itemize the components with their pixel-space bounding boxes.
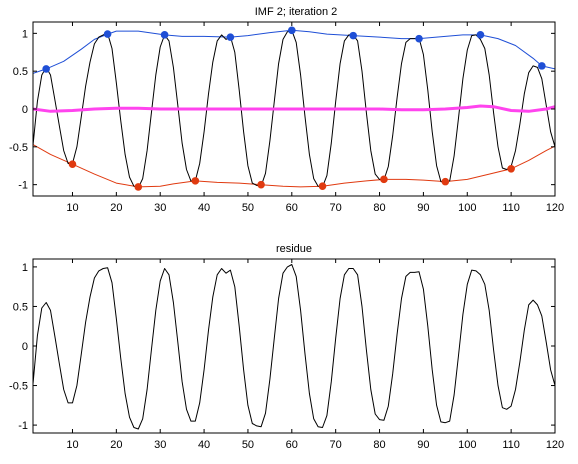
x-tick-label: 10 xyxy=(66,202,78,214)
x-tick-label: 70 xyxy=(330,439,342,451)
y-tick-label: 0 xyxy=(22,104,28,116)
y-tick-label: 0.5 xyxy=(13,66,28,78)
y-tick-label: 1 xyxy=(22,28,28,40)
lower-minima-point xyxy=(134,183,143,191)
panel-2-plot: 10 20 30 40 50 60 70 80 90 100 110 120 1 0.5 0 -0.5 -1 xyxy=(9,259,564,451)
upper-maxima-point xyxy=(160,31,169,39)
upper-maxima-point xyxy=(476,31,485,39)
y-tick-label: 0 xyxy=(22,341,28,353)
x-tick-label: 60 xyxy=(286,202,298,214)
x-tick-label: 90 xyxy=(417,439,429,451)
y-tick-label: -0.5 xyxy=(9,142,28,154)
upper-maxima-point xyxy=(415,34,423,43)
x-tick-label: 80 xyxy=(373,202,385,214)
y-tick-label: 1 xyxy=(22,262,28,274)
x-tick-label: 60 xyxy=(286,439,298,451)
x-tick-label: 100 xyxy=(458,202,476,214)
x-tick-label: 30 xyxy=(154,202,166,214)
x-tick-label: 20 xyxy=(110,439,122,451)
lower-minima-point xyxy=(191,177,200,185)
signal-line xyxy=(33,264,555,430)
upper-maxima-point xyxy=(349,31,358,40)
x-tick-label: 90 xyxy=(417,202,429,214)
x-tick-label: 40 xyxy=(198,202,210,214)
x-tick-label: 10 xyxy=(66,439,78,451)
x-tick-label: 120 xyxy=(546,439,564,451)
x-tick-label: 100 xyxy=(458,439,476,451)
x-tick-label: 20 xyxy=(110,202,122,214)
x-tick-label: 120 xyxy=(546,202,564,214)
x-tick-label: 110 xyxy=(502,439,520,451)
lower-envelope-line xyxy=(33,144,555,188)
x-tick-label: 70 xyxy=(330,202,342,214)
lower-minima-point xyxy=(441,177,450,186)
y-tick-label: -1 xyxy=(18,180,28,192)
upper-maxima-point xyxy=(538,62,546,70)
lower-minima-point xyxy=(380,175,388,184)
panel-1-frame xyxy=(32,21,556,197)
x-tick-label: 30 xyxy=(154,439,166,451)
upper-maxima-point xyxy=(226,33,235,41)
panel-1-title: IMF 2; iteration 2 xyxy=(255,6,338,18)
upper-maxima-point xyxy=(103,30,112,38)
x-tick-label: 40 xyxy=(198,439,210,451)
lower-minima-point xyxy=(68,160,77,169)
x-tick-label: 50 xyxy=(242,202,254,214)
lower-minima-point xyxy=(318,182,327,190)
lower-minima-point xyxy=(507,164,515,173)
panel-2-title: residue xyxy=(276,243,312,255)
panel-1-plot: 10 20 30 40 50 60 70 80 90 100 110 120 1 0.5 0 -0.5 -1 xyxy=(9,22,564,214)
panel-2-frame xyxy=(32,258,556,434)
upper-maxima-point xyxy=(42,65,50,73)
mean-envelope-line xyxy=(33,104,555,113)
y-tick-label: -0.5 xyxy=(9,381,28,393)
y-tick-label: 0.5 xyxy=(13,301,28,313)
signal-line xyxy=(33,29,555,189)
x-tick-label: 50 xyxy=(242,439,254,451)
plot-area xyxy=(33,26,555,191)
lower-minima-point xyxy=(257,180,265,189)
upper-maxima-point xyxy=(288,26,296,35)
x-tick-label: 110 xyxy=(502,202,520,214)
x-tick-label: 80 xyxy=(373,439,385,451)
y-tick-label: -1 xyxy=(18,420,28,432)
plot-area xyxy=(33,264,555,430)
